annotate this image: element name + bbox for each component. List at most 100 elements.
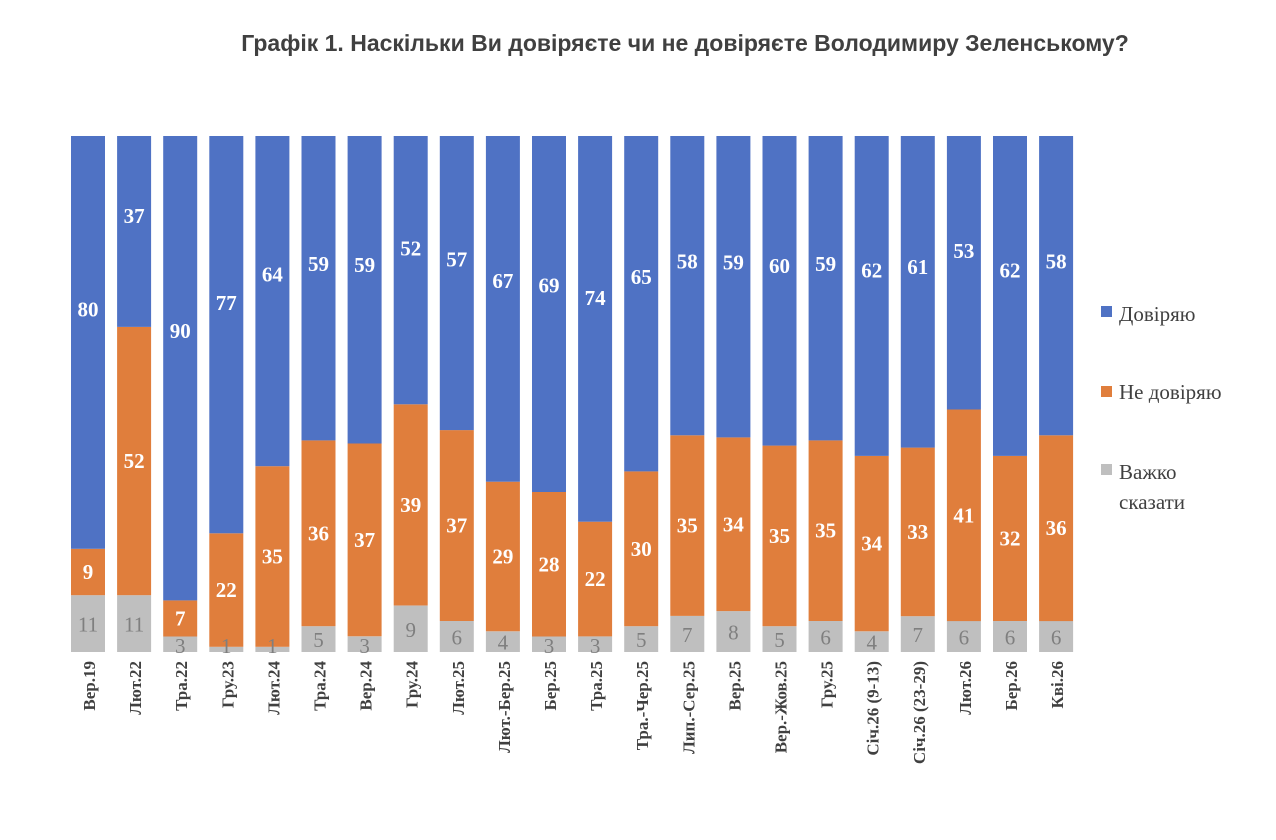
bar-hard-to-say-4 (255, 646, 290, 652)
bar-distrust-4 (255, 466, 290, 647)
bar-distrust-0 (71, 548, 105, 596)
value-label-trust-18: 61 (907, 255, 928, 279)
bar-trust-1 (117, 136, 152, 327)
bar-distrust-19 (946, 409, 981, 622)
bar-hard-to-say-3 (209, 646, 244, 652)
x-tick-label-20: Бер.26 (1002, 661, 1021, 711)
value-label-trust-5: 59 (308, 252, 329, 276)
x-tick-label-14: Вер.25 (725, 661, 744, 711)
bar-distrust-14 (716, 437, 751, 612)
value-label-hard-to-say-21: 6 (1051, 626, 1062, 650)
bar-distrust-6 (347, 443, 382, 637)
legend-swatch-distrust (1101, 386, 1112, 397)
value-label-trust-2: 90 (170, 319, 191, 343)
bar-hard-to-say-2 (163, 636, 198, 652)
value-label-distrust-14: 34 (723, 512, 745, 536)
value-label-distrust-9: 29 (492, 545, 513, 569)
value-label-trust-12: 65 (631, 265, 652, 289)
bar-trust-18 (900, 136, 935, 448)
value-label-distrust-16: 35 (815, 519, 836, 543)
bar-trust-6 (347, 136, 382, 444)
value-label-hard-to-say-20: 6 (1005, 626, 1016, 650)
bar-hard-to-say-10 (532, 636, 566, 652)
value-label-distrust-1: 52 (124, 449, 145, 473)
value-label-trust-7: 52 (400, 237, 421, 261)
value-label-hard-to-say-16: 6 (820, 626, 831, 650)
chart-title: Графік 1. Наскільки Ви довіряєте чи не д… (241, 30, 1129, 56)
x-tick-label-16: Гру.25 (818, 661, 837, 708)
bar-trust-14 (716, 136, 751, 438)
bar-hard-to-say-5 (301, 626, 336, 652)
bar-hard-to-say-13 (670, 615, 705, 652)
x-axis-tick-labels: Вер.19 Лют.22 Тра.22 Гру.23 Лют.24 Тра.24 Вер.… (80, 661, 1067, 765)
value-label-trust-8: 57 (446, 248, 467, 272)
x-tick-label-17: Січ.26 (9-13) (864, 661, 883, 756)
value-label-distrust-13: 35 (677, 514, 698, 538)
bar-trust-21 (1039, 136, 1074, 436)
x-tick-label-13: Лип.-Сер.25 (679, 661, 698, 754)
value-label-distrust-3: 22 (216, 578, 237, 602)
bar-trust-16 (808, 136, 843, 441)
bar-trust-4 (255, 136, 290, 467)
bar-hard-to-say-17 (854, 631, 889, 652)
value-label-distrust-15: 35 (769, 524, 790, 548)
value-label-hard-to-say-7: 9 (405, 618, 416, 642)
value-label-hard-to-say-14: 8 (728, 621, 739, 645)
value-label-hard-to-say-15: 5 (774, 628, 785, 652)
bar-trust-11 (578, 136, 613, 522)
value-label-trust-1: 37 (124, 204, 145, 228)
bar-hard-to-say-0 (71, 595, 105, 652)
bar-trust-13 (670, 136, 705, 436)
x-tick-label-5: Тра.24 (311, 661, 330, 711)
bar-trust-3 (209, 136, 244, 534)
bar-hard-to-say-15 (762, 626, 797, 652)
x-tick-label-3: Гру.23 (218, 661, 237, 708)
value-label-hard-to-say-3: 1 (221, 634, 232, 658)
value-label-hard-to-say-9: 4 (498, 631, 509, 655)
bar-distrust-5 (301, 440, 336, 627)
x-tick-label-9: Лют.-Бер.25 (495, 661, 514, 753)
value-label-hard-to-say-5: 5 (313, 628, 324, 652)
value-label-trust-9: 67 (492, 269, 513, 293)
value-label-distrust-2: 7 (175, 607, 186, 631)
value-label-distrust-4: 35 (262, 545, 283, 569)
x-tick-label-19: Лют.26 (956, 661, 975, 715)
bar-hard-to-say-20 (993, 621, 1027, 652)
bar-distrust-10 (532, 492, 566, 637)
legend: Довіряю Не довіряю Важко сказати (1101, 302, 1222, 514)
value-label-hard-to-say-19: 6 (959, 626, 970, 650)
x-tick-label-7: Гру.24 (403, 661, 422, 709)
bar-distrust-11 (578, 521, 613, 637)
value-labels-group: 1198011523737901227713564536593375993952… (78, 204, 1067, 658)
bar-distrust-12 (624, 471, 659, 627)
bar-trust-9 (485, 136, 520, 482)
bar-hard-to-say-7 (393, 605, 428, 652)
bar-hard-to-say-18 (900, 616, 935, 652)
bar-hard-to-say-21 (1039, 621, 1074, 652)
x-tick-label-12: Тра.-Чер.25 (633, 661, 652, 750)
value-label-distrust-20: 32 (1000, 527, 1021, 551)
bar-trust-10 (532, 136, 566, 492)
legend-label-distrust: Не довіряю (1119, 380, 1222, 404)
value-label-hard-to-say-4: 1 (267, 634, 278, 658)
bar-hard-to-say-12 (624, 626, 659, 652)
bar-hard-to-say-14 (716, 611, 751, 652)
bar-trust-19 (946, 136, 981, 410)
value-label-hard-to-say-6: 3 (359, 634, 370, 658)
value-label-trust-14: 59 (723, 251, 744, 275)
x-tick-label-15: Вер.-Жов.25 (772, 661, 791, 753)
value-label-distrust-0: 9 (83, 560, 94, 584)
bar-hard-to-say-16 (808, 621, 843, 652)
bar-trust-15 (762, 136, 797, 446)
value-label-hard-to-say-12: 5 (636, 628, 647, 652)
value-label-trust-20: 62 (1000, 258, 1021, 282)
bar-distrust-16 (808, 440, 843, 621)
x-tick-label-0: Вер.19 (80, 661, 99, 711)
value-label-distrust-6: 37 (354, 528, 375, 552)
value-label-distrust-7: 39 (400, 493, 421, 517)
bar-distrust-8 (439, 430, 474, 621)
value-label-trust-0: 80 (78, 297, 99, 321)
bar-hard-to-say-9 (485, 631, 520, 652)
value-label-trust-13: 58 (677, 250, 698, 274)
